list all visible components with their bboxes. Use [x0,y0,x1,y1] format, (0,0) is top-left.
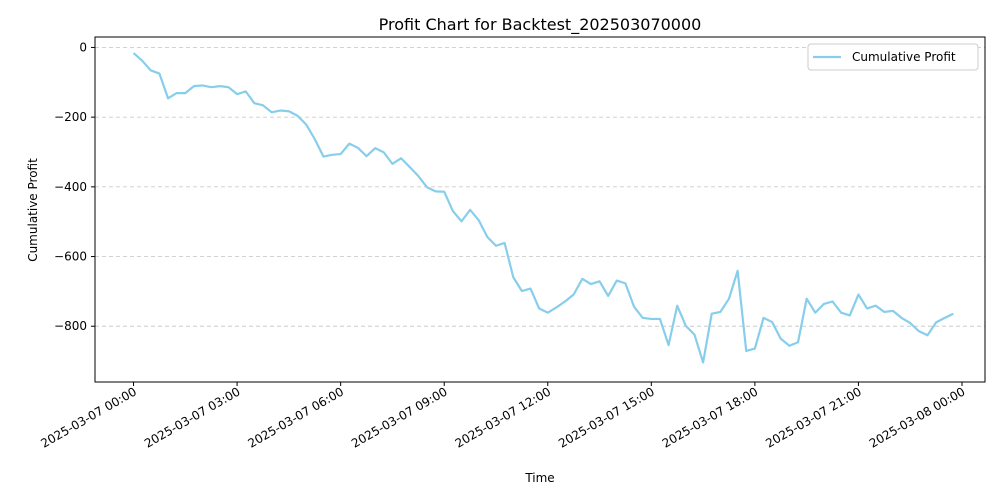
chart-title: Profit Chart for Backtest_202503070000 [379,15,702,35]
x-axis-title: Time [524,471,554,485]
y-tick-label: −400 [54,180,87,194]
grid-layer [95,47,985,327]
legend: Cumulative Profit [807,43,979,71]
series-layer [132,52,954,364]
y-tick-label: −200 [54,110,87,124]
y-tick-label: 0 [79,40,87,54]
series-line-cumulative-profit [132,52,954,364]
legend-box [807,43,979,71]
y-tick-label: −800 [54,319,87,333]
plot-frame [94,36,986,383]
legend-label: Cumulative Profit [852,50,956,64]
y-axis-title: Cumulative Profit [26,158,40,262]
y-tick-label: −600 [54,250,87,264]
